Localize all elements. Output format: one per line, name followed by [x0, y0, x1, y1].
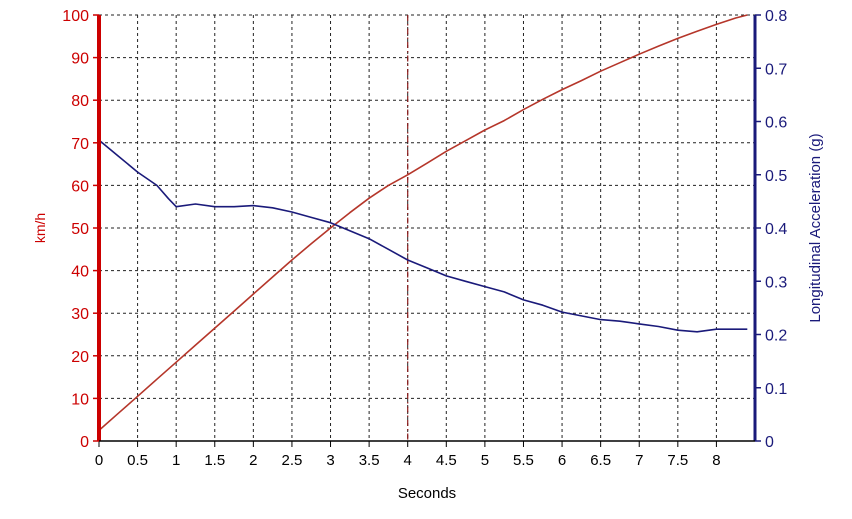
x-tick-label: 0.5	[127, 452, 148, 469]
x-tick-label: 3.5	[359, 452, 380, 469]
y-right-tick-label: 0.1	[765, 381, 787, 398]
y-right-tick-label: 0.4	[765, 221, 787, 238]
y-right-tick-label: 0	[765, 434, 774, 451]
x-tick-label: 2.5	[282, 452, 303, 469]
x-tick-label: 3	[326, 452, 334, 469]
x-tick-label: 4.5	[436, 452, 457, 469]
y-left-tick-label: 20	[71, 349, 89, 366]
x-tick-label: 4	[404, 452, 412, 469]
y-right-tick-label: 0.8	[765, 8, 787, 25]
x-tick-label: 7.5	[667, 452, 688, 469]
y-left-tick-label: 70	[71, 136, 89, 153]
y-left-tick-label: 80	[71, 93, 89, 110]
y-left-tick-label: 0	[80, 434, 89, 451]
y-left-tick-label: 40	[71, 264, 89, 281]
tick-labels: 0 0.5 1 1.5 2 2.5 3 3.5 4 4.5 5 5.5 6 6.5 7 7.5 80102030…	[62, 8, 787, 469]
y-axis-left-label: km/h	[32, 213, 48, 243]
y-right-tick-label: 0.3	[765, 274, 787, 291]
grid	[99, 14, 755, 441]
y-right-tick-label: 0.7	[765, 61, 787, 78]
x-tick-label: 0	[95, 452, 103, 469]
y-axis-right-label: Longitudinal Acceleration (g)	[807, 133, 824, 322]
x-axis-label: Seconds	[398, 485, 456, 502]
x-tick-label: 1	[172, 452, 180, 469]
x-tick-label: 5	[481, 452, 489, 469]
y-left-tick-label: 30	[71, 306, 89, 323]
y-right-tick-label: 0.6	[765, 115, 787, 132]
x-tick-label: 7	[635, 452, 643, 469]
y-right-tick-label: 0.5	[765, 168, 787, 185]
series-line-accel	[98, 139, 748, 333]
y-left-tick-label: 100	[62, 8, 89, 25]
y-left-tick-label: 50	[71, 221, 89, 238]
y-left-tick-label: 90	[71, 51, 89, 68]
x-tick-label: 8	[712, 452, 720, 469]
x-tick-label: 6	[558, 452, 566, 469]
series-group	[98, 14, 748, 431]
x-tick-label: 5.5	[513, 452, 534, 469]
y-right-tick-label: 0.2	[765, 328, 787, 345]
y-left-tick-label: 60	[71, 178, 89, 195]
x-tick-label: 2	[249, 452, 257, 469]
series-line-speed	[98, 14, 748, 431]
y-left-tick-label: 10	[71, 391, 89, 408]
x-tick-label: 6.5	[590, 452, 611, 469]
x-tick-label: 1.5	[204, 452, 225, 469]
